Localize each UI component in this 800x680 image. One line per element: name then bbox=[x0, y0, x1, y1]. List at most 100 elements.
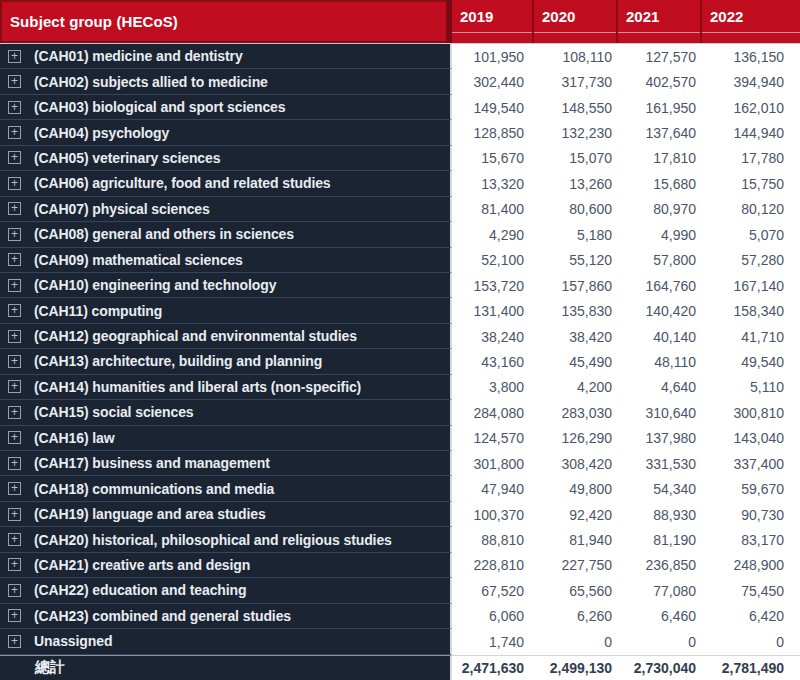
value-2021: 140,420 bbox=[616, 298, 700, 323]
subject-group-cell[interactable]: + (CAH07) physical sciences bbox=[0, 197, 452, 222]
subject-group-cell[interactable]: + (CAH22) education and teaching bbox=[0, 578, 452, 603]
subject-group-cell[interactable]: + (CAH11) computing bbox=[0, 298, 452, 323]
expand-icon[interactable]: + bbox=[8, 50, 21, 63]
expand-icon[interactable]: + bbox=[8, 75, 21, 88]
value-2019: 100,370 bbox=[452, 502, 532, 527]
value-2020: 45,490 bbox=[532, 349, 616, 374]
expand-icon[interactable]: + bbox=[8, 151, 21, 164]
subject-group-label: (CAH16) law bbox=[34, 430, 115, 446]
value-2022: 5,070 bbox=[700, 222, 800, 247]
expand-icon[interactable]: + bbox=[8, 609, 21, 622]
subject-group-cell[interactable]: + (CAH15) social sciences bbox=[0, 400, 452, 425]
table-body: + (CAH01) medicine and dentistry 101,950… bbox=[0, 44, 800, 680]
total-label: 總計 bbox=[35, 658, 65, 677]
expand-icon[interactable]: + bbox=[8, 101, 21, 114]
subject-group-cell[interactable]: + Unassigned bbox=[0, 629, 452, 654]
subject-group-cell[interactable]: + (CAH09) mathematical sciences bbox=[0, 248, 452, 273]
expand-icon[interactable]: + bbox=[8, 635, 21, 648]
expand-icon[interactable]: + bbox=[8, 558, 21, 571]
expand-icon[interactable]: + bbox=[8, 482, 21, 495]
expand-icon[interactable]: + bbox=[8, 126, 21, 139]
expand-icon[interactable]: + bbox=[8, 202, 21, 215]
expand-icon[interactable]: + bbox=[8, 457, 21, 470]
expand-icon[interactable]: + bbox=[8, 584, 21, 597]
subject-group-cell[interactable]: + (CAH08) general and others in sciences bbox=[0, 222, 452, 247]
table-row: + (CAH13) architecture, building and pla… bbox=[0, 349, 800, 374]
column-header-2021[interactable]: 2021 bbox=[616, 0, 700, 43]
value-2021: 15,680 bbox=[616, 171, 700, 196]
subject-group-cell[interactable]: + (CAH20) historical, philosophical and … bbox=[0, 527, 452, 552]
value-2021: 164,760 bbox=[616, 273, 700, 298]
value-2021: 310,640 bbox=[616, 400, 700, 425]
value-2022: 17,780 bbox=[700, 146, 800, 171]
total-label-cell: 總計 bbox=[0, 655, 452, 680]
value-2019: 15,670 bbox=[452, 146, 532, 171]
value-2022: 394,940 bbox=[700, 69, 800, 94]
expand-icon[interactable]: + bbox=[8, 253, 21, 266]
value-2022: 83,170 bbox=[700, 527, 800, 552]
subject-group-cell[interactable]: + (CAH13) architecture, building and pla… bbox=[0, 349, 452, 374]
table-header: Subject group (HECoS) 2019 2020 2021 202… bbox=[0, 0, 800, 44]
value-2022: 144,940 bbox=[700, 120, 800, 145]
value-2019: 38,240 bbox=[452, 324, 532, 349]
subject-group-label: (CAH14) humanities and liberal arts (non… bbox=[34, 379, 361, 395]
subject-group-cell[interactable]: + (CAH18) communications and media bbox=[0, 476, 452, 501]
expand-icon[interactable]: + bbox=[8, 228, 21, 241]
subject-group-cell[interactable]: + (CAH06) agriculture, food and related … bbox=[0, 171, 452, 196]
subject-group-cell[interactable]: + (CAH23) combined and general studies bbox=[0, 604, 452, 629]
expand-icon[interactable]: + bbox=[8, 508, 21, 521]
table-row: + (CAH05) veterinary sciences 15,670 15,… bbox=[0, 146, 800, 171]
value-2020: 6,260 bbox=[532, 604, 616, 629]
subject-group-cell[interactable]: + (CAH17) business and management bbox=[0, 451, 452, 476]
column-header-subject-group[interactable]: Subject group (HECoS) bbox=[0, 0, 446, 43]
value-2019: 43,160 bbox=[452, 349, 532, 374]
subject-group-cell[interactable]: + (CAH05) veterinary sciences bbox=[0, 146, 452, 171]
column-header-2022[interactable]: 2022 bbox=[700, 0, 800, 43]
expand-icon[interactable]: + bbox=[8, 304, 21, 317]
expand-icon[interactable]: + bbox=[8, 431, 21, 444]
subject-group-label: (CAH08) general and others in sciences bbox=[34, 226, 294, 242]
value-2019: 52,100 bbox=[452, 248, 532, 273]
expand-icon[interactable]: + bbox=[8, 406, 21, 419]
value-2019: 128,850 bbox=[452, 120, 532, 145]
expand-icon[interactable]: + bbox=[8, 355, 21, 368]
subject-group-label: (CAH13) architecture, building and plann… bbox=[34, 353, 322, 369]
value-2019: 13,320 bbox=[452, 171, 532, 196]
value-2020: 92,420 bbox=[532, 502, 616, 527]
expand-icon[interactable]: + bbox=[8, 279, 21, 292]
subject-group-cell[interactable]: + (CAH16) law bbox=[0, 426, 452, 451]
table-row: + (CAH15) social sciences 284,080 283,03… bbox=[0, 400, 800, 425]
subject-group-cell[interactable]: + (CAH14) humanities and liberal arts (n… bbox=[0, 375, 452, 400]
subject-group-cell[interactable]: + (CAH10) engineering and technology bbox=[0, 273, 452, 298]
value-2022: 162,010 bbox=[700, 95, 800, 120]
column-header-2019[interactable]: 2019 bbox=[452, 0, 532, 43]
expand-icon[interactable]: + bbox=[8, 330, 21, 343]
value-2019: 47,940 bbox=[452, 476, 532, 501]
value-2019: 101,950 bbox=[452, 44, 532, 69]
table-row: + (CAH11) computing 131,400 135,830 140,… bbox=[0, 298, 800, 323]
subject-group-label: (CAH21) creative arts and design bbox=[34, 557, 250, 573]
value-2022: 300,810 bbox=[700, 400, 800, 425]
value-2022: 158,340 bbox=[700, 298, 800, 323]
column-header-2020[interactable]: 2020 bbox=[532, 0, 616, 43]
expand-icon[interactable]: + bbox=[8, 533, 21, 546]
subject-group-cell[interactable]: + (CAH19) language and area studies bbox=[0, 502, 452, 527]
value-2019: 124,570 bbox=[452, 426, 532, 451]
value-2020: 148,550 bbox=[532, 95, 616, 120]
value-2021: 402,570 bbox=[616, 69, 700, 94]
subject-group-label: (CAH07) physical sciences bbox=[34, 201, 210, 217]
value-2020: 126,290 bbox=[532, 426, 616, 451]
value-2022: 90,730 bbox=[700, 502, 800, 527]
subject-group-cell[interactable]: + (CAH02) subjects allied to medicine bbox=[0, 69, 452, 94]
value-2021: 137,980 bbox=[616, 426, 700, 451]
expand-icon[interactable]: + bbox=[8, 380, 21, 393]
subject-group-cell[interactable]: + (CAH01) medicine and dentistry bbox=[0, 44, 452, 69]
subject-group-cell[interactable]: + (CAH03) biological and sport sciences bbox=[0, 95, 452, 120]
subject-group-cell[interactable]: + (CAH12) geographical and environmental… bbox=[0, 324, 452, 349]
value-2020: 317,730 bbox=[532, 69, 616, 94]
subject-group-cell[interactable]: + (CAH04) psychology bbox=[0, 120, 452, 145]
value-2022: 143,040 bbox=[700, 426, 800, 451]
subject-group-cell[interactable]: + (CAH21) creative arts and design bbox=[0, 553, 452, 578]
total-2021: 2,730,040 bbox=[616, 655, 700, 680]
expand-icon[interactable]: + bbox=[8, 177, 21, 190]
